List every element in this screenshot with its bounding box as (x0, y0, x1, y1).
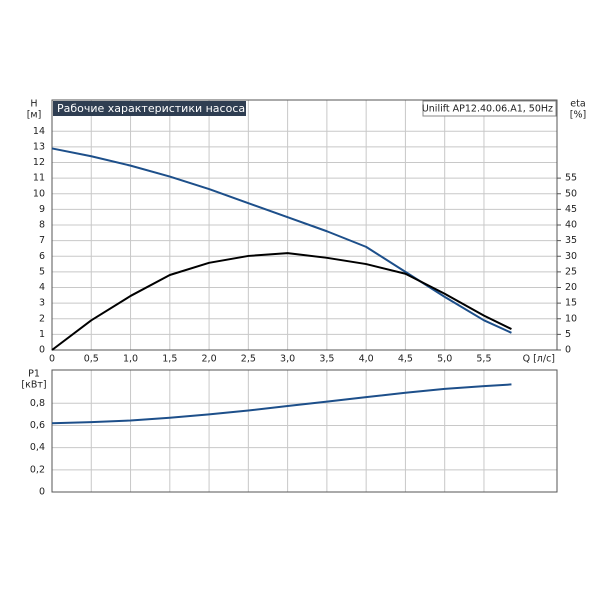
y2-tick-label: 50 (565, 188, 577, 199)
x-tick-label: 5,5 (476, 354, 491, 365)
y2-tick-label: 40 (565, 220, 577, 231)
y-tick-label: 2 (39, 313, 45, 324)
annotation-box (422, 100, 557, 117)
y-tick-label: 12 (33, 157, 45, 168)
y2-tick-label: 15 (565, 298, 577, 309)
y2-tick-label: 55 (565, 173, 577, 184)
y2-tick-label: 5 (565, 329, 571, 340)
x-tick-label: 0 (49, 354, 55, 365)
y-tick-label: 9 (39, 204, 45, 215)
x-tick-label: 3,5 (319, 354, 334, 365)
y-axis-label: H (30, 99, 37, 110)
y-axis-unit: [м] (27, 110, 42, 121)
plot-frame (51, 369, 558, 493)
y-tick-label: 5 (39, 266, 45, 277)
y-tick-label: 0,2 (30, 464, 45, 475)
y2-axis-label: eta (570, 99, 585, 110)
x-tick-label: 5,0 (437, 354, 452, 365)
x-tick-label: 3,0 (280, 354, 295, 365)
title-box (53, 101, 246, 116)
x-axis-label: Q [л/с] (523, 354, 555, 365)
series-line (51, 252, 512, 351)
y-tick-label: 0,8 (30, 398, 45, 409)
y-tick-label: 0,6 (30, 420, 45, 431)
y2-tick-label: 10 (565, 313, 577, 324)
y-tick-label: 14 (33, 126, 45, 137)
x-tick-label: 2,0 (202, 354, 217, 365)
y-tick-label: 13 (33, 141, 45, 152)
y2-tick-label: 45 (565, 204, 577, 215)
y2-tick-label: 35 (565, 235, 577, 246)
annotation: Unilift AP12.40.06.A1, 50Hz (422, 104, 553, 115)
x-tick-label: 1,0 (123, 354, 138, 365)
y2-tick-label: 25 (565, 266, 577, 277)
series-line (51, 147, 512, 334)
y-tick-label: 0,4 (30, 442, 45, 453)
y-tick-label: 1 (39, 329, 45, 340)
x-tick-label: 4,0 (359, 354, 374, 365)
y-tick-label: 4 (39, 282, 45, 293)
y2-axis-unit: [%] (570, 110, 586, 121)
y2-tick-label: 0 (565, 345, 571, 356)
x-tick-label: 0,5 (84, 354, 99, 365)
y-tick-label: 3 (39, 298, 45, 309)
y-axis-label: P1 (28, 369, 40, 380)
chart-title: Рабочие характеристики насоса (57, 102, 245, 115)
y-axis-unit: [кВт] (21, 380, 46, 391)
x-tick-label: 2,5 (241, 354, 256, 365)
y2-tick-label: 30 (565, 251, 577, 262)
y-tick-label: 7 (39, 235, 45, 246)
y-tick-label: 0 (39, 345, 45, 356)
y-tick-label: 0 (39, 487, 45, 498)
y-tick-label: 10 (33, 188, 45, 199)
x-tick-label: 4,5 (398, 354, 413, 365)
x-tick-label: 1,5 (162, 354, 177, 365)
y-tick-label: 6 (39, 251, 45, 262)
y-tick-label: 8 (39, 220, 45, 231)
y2-tick-label: 20 (565, 282, 577, 293)
series-line (51, 383, 512, 425)
y-tick-label: 11 (33, 173, 45, 184)
